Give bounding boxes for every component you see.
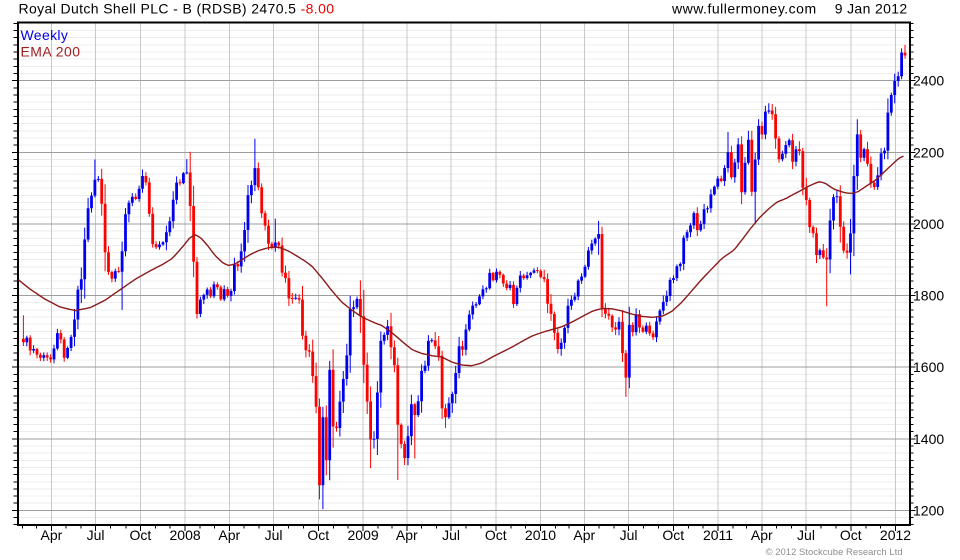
svg-text:Oct: Oct: [485, 527, 507, 543]
svg-text:2008: 2008: [170, 527, 201, 543]
svg-text:Apr: Apr: [751, 527, 773, 543]
svg-text:1400: 1400: [913, 431, 944, 447]
svg-text:2010: 2010: [525, 527, 556, 543]
svg-text:1800: 1800: [913, 288, 944, 304]
svg-text:EMA 200: EMA 200: [21, 44, 81, 60]
svg-text:Apr: Apr: [218, 527, 240, 543]
svg-text:Jul: Jul: [620, 527, 638, 543]
svg-text:9 Jan 2012: 9 Jan 2012: [835, 1, 908, 17]
svg-text:2012: 2012: [880, 527, 911, 543]
svg-text:Jul: Jul: [797, 527, 815, 543]
svg-text:www.fullermoney.com: www.fullermoney.com: [671, 1, 817, 17]
svg-text:Apr: Apr: [396, 527, 418, 543]
svg-text:Royal Dutch Shell PLC - B (RDS: Royal Dutch Shell PLC - B (RDSB) 2470.5 …: [19, 1, 335, 17]
svg-text:2000: 2000: [913, 216, 944, 232]
svg-text:2400: 2400: [913, 73, 944, 89]
svg-text:2009: 2009: [348, 527, 379, 543]
svg-text:2011: 2011: [703, 527, 733, 543]
svg-text:Jul: Jul: [265, 527, 283, 543]
svg-text:Oct: Oct: [840, 527, 862, 543]
svg-text:Apr: Apr: [41, 527, 63, 543]
svg-text:Weekly: Weekly: [21, 27, 69, 43]
svg-text:© 2012 Stockcube Research Ltd: © 2012 Stockcube Research Ltd: [766, 547, 903, 558]
svg-text:Oct: Oct: [662, 527, 684, 543]
svg-text:Jul: Jul: [442, 527, 460, 543]
svg-text:Oct: Oct: [307, 527, 329, 543]
svg-text:2200: 2200: [913, 144, 944, 160]
svg-text:1600: 1600: [913, 359, 944, 375]
svg-text:Oct: Oct: [130, 527, 152, 543]
svg-text:Apr: Apr: [573, 527, 595, 543]
svg-text:1200: 1200: [913, 502, 944, 518]
svg-text:Jul: Jul: [87, 527, 105, 543]
